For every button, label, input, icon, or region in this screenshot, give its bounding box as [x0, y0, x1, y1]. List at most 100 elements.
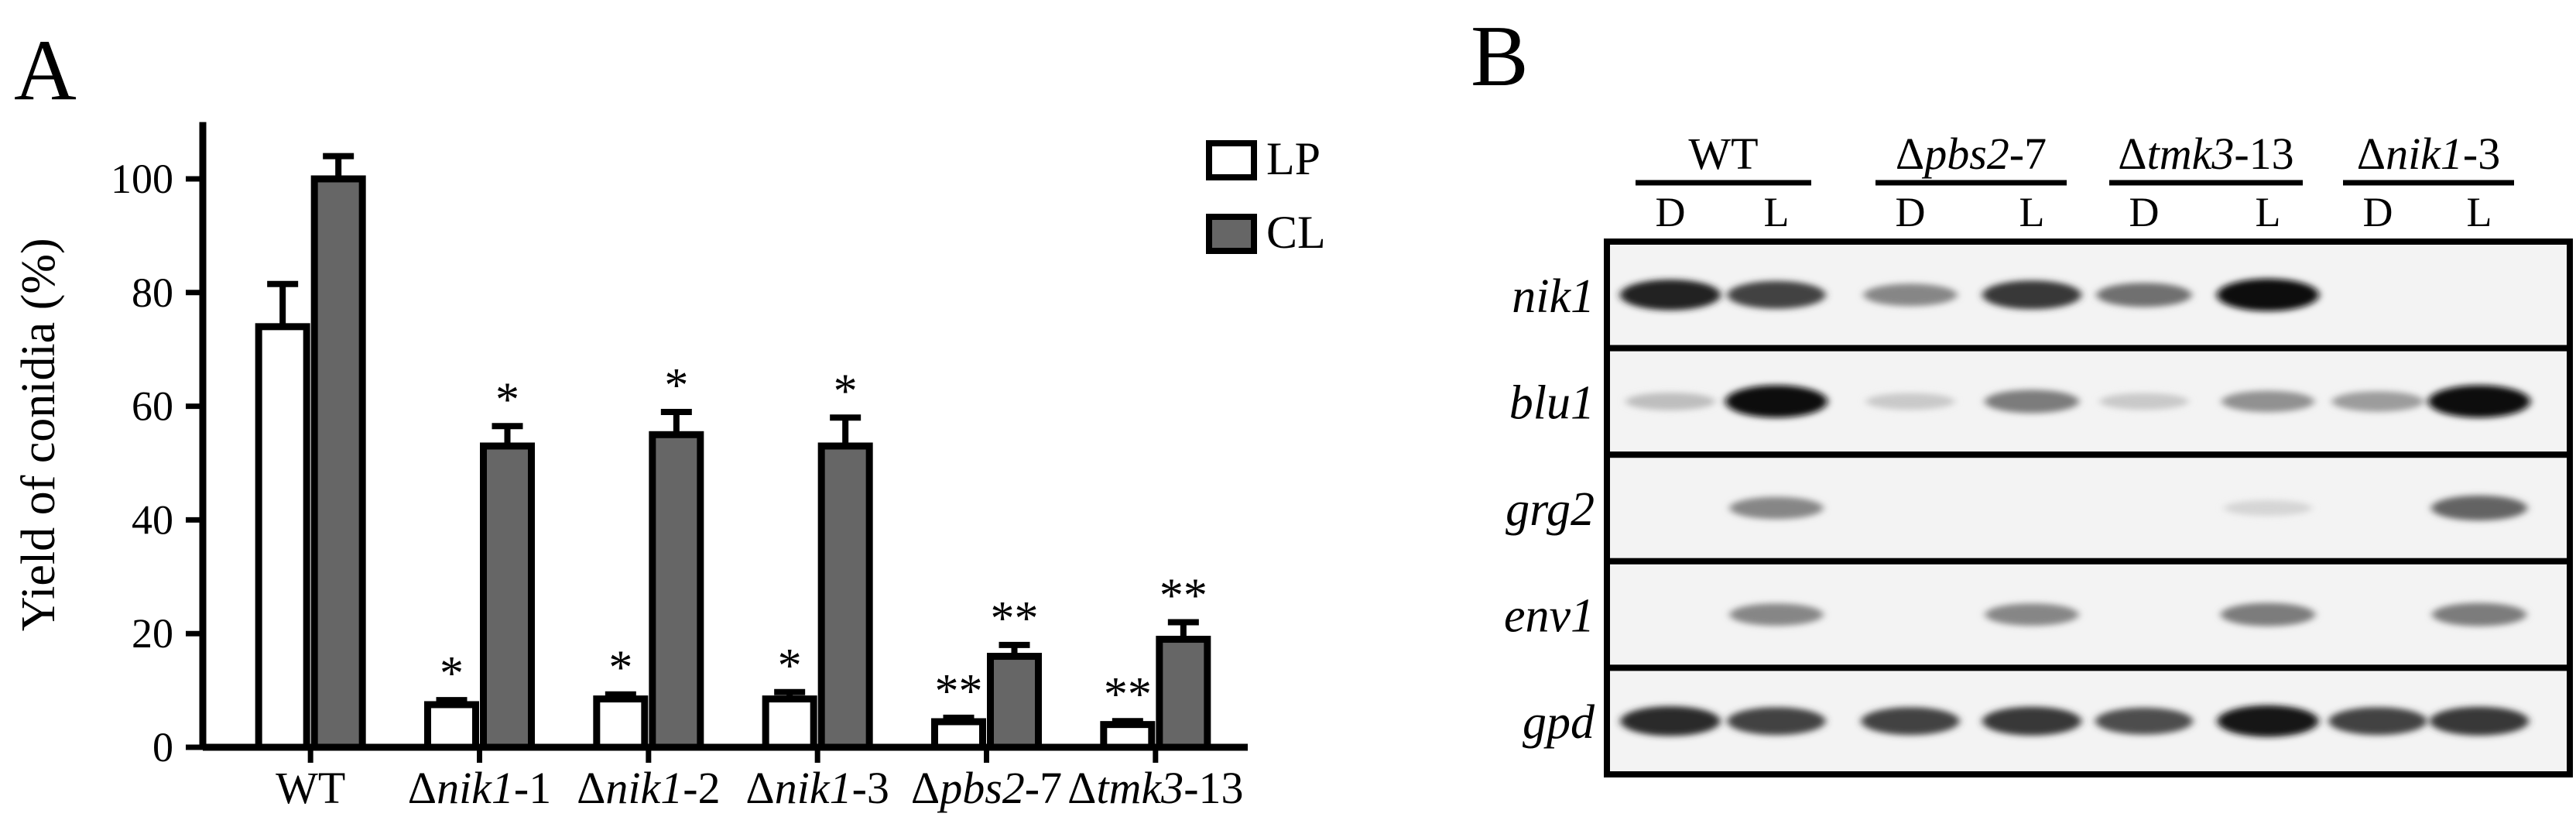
gel-band	[1625, 393, 1715, 410]
significance-mark: *	[495, 373, 519, 426]
strain-header: WT	[1688, 129, 1758, 179]
legend: LP CL	[1206, 133, 1326, 258]
gel-band	[1729, 496, 1824, 520]
gel-band	[2224, 499, 2312, 517]
gel-band	[1620, 706, 1721, 736]
bar-lp	[762, 695, 817, 751]
lane-label: D	[1896, 189, 1926, 235]
gene-label: env1	[1504, 590, 1595, 643]
gel-band	[1727, 280, 1826, 309]
gel-band	[1865, 393, 1955, 410]
y-tick-label: 0	[152, 724, 173, 771]
bar-cl	[480, 442, 535, 751]
gel-band	[2217, 278, 2319, 311]
x-tick-label-suffix: -13	[1184, 763, 1243, 813]
x-tick-label: Δnik1-3	[745, 763, 889, 813]
x-tick-label-gene: pbs2	[937, 763, 1025, 813]
gel-band	[2221, 602, 2315, 626]
y-tick-label: 80	[132, 269, 173, 316]
y-tick-label: 100	[111, 156, 173, 202]
bar-lp	[255, 323, 310, 751]
lane-label: L	[2256, 189, 2281, 235]
x-tick-label-gene: nik1	[605, 763, 683, 813]
strain-header: Δpbs2-7	[1896, 129, 2047, 179]
bar-lp	[424, 701, 479, 751]
y-tick-label: 60	[132, 383, 173, 430]
gel-row-nik1	[1604, 239, 2573, 352]
strain-header-gene: tmk3	[2147, 129, 2235, 179]
gel-band	[2328, 707, 2427, 736]
significance-mark: **	[991, 592, 1039, 645]
gel-band	[1985, 603, 2079, 626]
panel-b: B WT Δpbs2-7 Δtmk3-13 Δnik1-3D L D L D L D Lnik1bl…	[1471, 9, 2573, 778]
significance-mark: *	[608, 642, 632, 695]
x-tick-label: Δnik1-1	[408, 763, 552, 813]
x-tick-label: Δnik1-2	[577, 763, 721, 813]
bar-cl	[1156, 636, 1211, 751]
lane-label: L	[1764, 189, 1790, 235]
gel-band	[2331, 391, 2424, 412]
gel-band	[1727, 707, 1826, 736]
x-tick-label-suffix: -2	[683, 763, 720, 813]
strain-header-prefix: Δ	[2118, 129, 2146, 179]
gel-band	[1985, 390, 2079, 414]
strain-header-suffix: -7	[2009, 129, 2047, 179]
x-tick-label-suffix: -7	[1025, 763, 1062, 813]
gene-label: blu1	[1509, 376, 1595, 429]
lane-label: D	[2129, 189, 2160, 235]
gel-band	[1620, 280, 1721, 311]
gel-band	[1729, 603, 1824, 626]
gel-band	[2096, 283, 2192, 307]
x-tick-label-prefix: Δ	[408, 763, 437, 813]
gel-band	[2428, 385, 2530, 418]
x-tick-label-gene: nik1	[437, 763, 514, 813]
gel-band	[1725, 385, 1828, 418]
x-tick-label: Δpbs2-7	[911, 763, 1062, 813]
strain-header: Δtmk3-13	[2118, 129, 2293, 179]
lane-label: D	[1656, 189, 1686, 235]
strain-header-gene: pbs2	[1921, 129, 2009, 179]
gene-label: grg2	[1506, 483, 1595, 536]
x-tick-label-suffix: -1	[514, 763, 551, 813]
gel-band	[2432, 602, 2526, 626]
significance-mark: *	[440, 647, 464, 700]
gel-band	[2095, 707, 2193, 735]
gel-band	[1863, 283, 1958, 307]
x-tick-label-prefix: Δ	[1067, 763, 1096, 813]
rt-pcr-gel: WT Δpbs2-7 Δtmk3-13 Δnik1-3D L D L D L D Lnik1blu1…	[1504, 129, 2573, 778]
x-tick-label-suffix: -3	[852, 763, 889, 813]
lane-label: L	[2019, 189, 2045, 235]
bar-lp	[1100, 721, 1156, 751]
y-axis-title: Yield of conidia (%)	[12, 238, 65, 631]
lane-label: D	[2363, 189, 2393, 235]
significance-mark: *	[834, 365, 858, 417]
y-tick-label: 40	[132, 496, 173, 543]
panel-a-letter: A	[14, 22, 77, 118]
x-tick-label-suffix: WT	[276, 763, 345, 813]
legend-label-cl: CL	[1266, 207, 1326, 258]
x-tick-label: WT	[276, 763, 345, 813]
y-tick-label: 20	[132, 610, 173, 657]
strain-header-suffix: WT	[1688, 129, 1758, 179]
gel-band	[2217, 705, 2319, 737]
bar-cl	[817, 442, 873, 751]
gel-band	[2099, 393, 2189, 410]
legend-label-lp: LP	[1266, 133, 1321, 184]
gel-band	[1982, 706, 2081, 736]
gel-band	[1861, 707, 1960, 736]
significance-mark: *	[664, 359, 688, 412]
gel-band	[1982, 280, 2081, 310]
bar-lp	[931, 718, 986, 751]
gel-band	[2221, 390, 2314, 413]
bar-lp	[593, 695, 649, 751]
gel-band	[2430, 706, 2529, 736]
significance-mark: **	[1160, 570, 1208, 623]
significance-mark: *	[778, 640, 802, 692]
bar-cl	[649, 431, 704, 751]
x-tick-label-gene: nik1	[775, 763, 852, 813]
strain-header-prefix: Δ	[1896, 129, 1924, 179]
significance-mark: **	[1104, 668, 1152, 721]
lane-label: L	[2467, 189, 2492, 235]
